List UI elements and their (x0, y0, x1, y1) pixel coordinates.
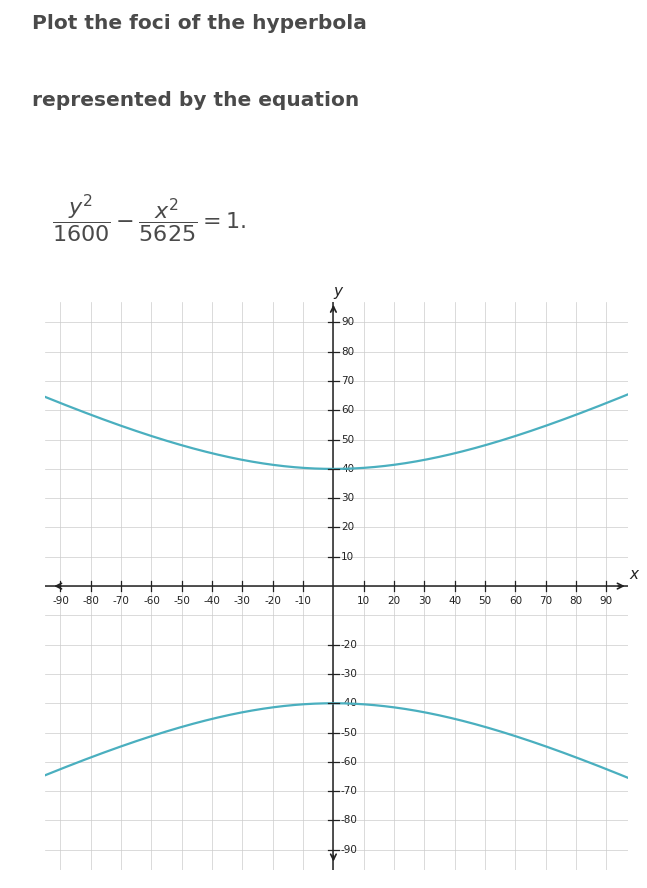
Text: -60: -60 (341, 757, 358, 767)
Text: -80: -80 (341, 815, 358, 826)
Text: -30: -30 (234, 597, 251, 607)
Text: -90: -90 (52, 597, 69, 607)
Text: -40: -40 (341, 698, 358, 709)
Text: -20: -20 (341, 639, 358, 650)
Text: 40: 40 (341, 464, 354, 474)
Text: 60: 60 (509, 597, 522, 607)
Text: -70: -70 (113, 597, 129, 607)
Text: -50: -50 (341, 727, 358, 738)
Text: represented by the equation: represented by the equation (32, 91, 360, 110)
Text: 50: 50 (479, 597, 492, 607)
Text: -90: -90 (341, 844, 358, 855)
Text: 70: 70 (341, 376, 354, 386)
Text: 10: 10 (341, 551, 354, 562)
Text: 10: 10 (357, 597, 370, 607)
Text: 80: 80 (569, 597, 582, 607)
Text: Plot the foci of the hyperbola: Plot the foci of the hyperbola (32, 14, 367, 33)
Text: -30: -30 (341, 669, 358, 679)
Text: -70: -70 (341, 786, 358, 797)
Text: 90: 90 (341, 317, 354, 328)
Text: 30: 30 (418, 597, 431, 607)
Text: 20: 20 (388, 597, 400, 607)
Text: -10: -10 (294, 597, 311, 607)
Text: 90: 90 (600, 597, 613, 607)
Text: -40: -40 (204, 597, 221, 607)
Text: y: y (333, 284, 342, 299)
Text: 30: 30 (341, 493, 354, 503)
Text: 50: 50 (341, 434, 354, 445)
Text: 80: 80 (341, 346, 354, 357)
Text: -60: -60 (143, 597, 160, 607)
Text: 60: 60 (341, 405, 354, 416)
Text: 70: 70 (539, 597, 553, 607)
Text: -80: -80 (82, 597, 99, 607)
Text: x: x (629, 567, 638, 582)
Text: 20: 20 (341, 522, 354, 533)
Text: $\dfrac{y^2}{1600} - \dfrac{x^2}{5625} = 1.$: $\dfrac{y^2}{1600} - \dfrac{x^2}{5625} =… (52, 194, 246, 245)
Text: -50: -50 (173, 597, 190, 607)
Text: 40: 40 (448, 597, 461, 607)
Text: -20: -20 (265, 597, 281, 607)
